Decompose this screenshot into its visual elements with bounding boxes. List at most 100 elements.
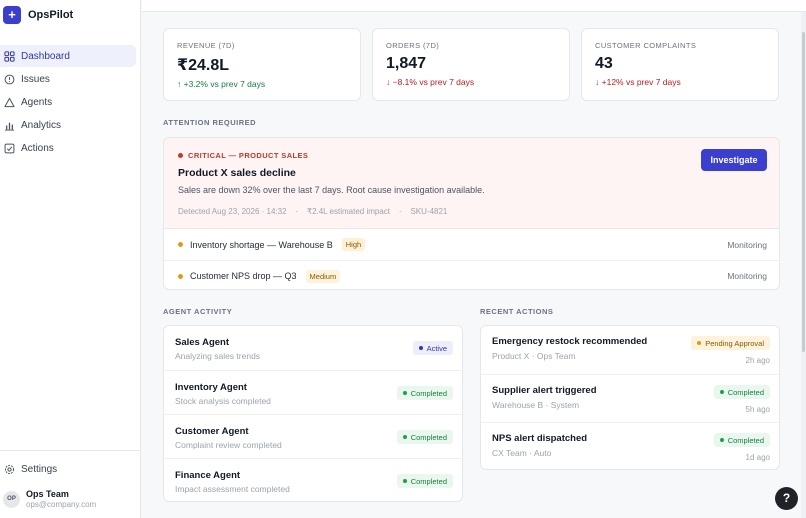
agent-description: Analyzing sales trends — [175, 351, 261, 361]
metric-delta: ↓ +12% vs prev 7 days — [595, 77, 765, 87]
status-badge: Completed — [713, 433, 770, 447]
brand[interactable]: + OpsPilot — [3, 6, 73, 24]
attention-item-text: Customer NPS drop — Q3 — [190, 271, 297, 281]
list-item[interactable]: NPS alert dispatched CX Team · Auto Comp… — [481, 422, 781, 470]
user-profile[interactable]: OP Ops Team ops@company.com — [3, 489, 96, 509]
settings-link[interactable]: Settings — [4, 464, 57, 475]
status-dot-icon — [719, 390, 724, 394]
severity-badge: High — [341, 238, 366, 251]
severity-badge: Medium — [305, 269, 341, 283]
agent-name: Inventory Agent — [175, 382, 247, 393]
status-text: Active — [426, 343, 447, 353]
scrollbar[interactable] — [801, 12, 806, 518]
help-button[interactable]: ? — [775, 487, 798, 510]
list-item[interactable]: Finance Agent Impact assessment complete… — [164, 458, 464, 502]
status-text: Completed — [727, 387, 764, 397]
recent-actions-section-label: RECENT ACTIONS — [480, 307, 554, 316]
recent-actions-card: Emergency restock recommended Product X … — [480, 325, 781, 470]
status-badge: Active — [412, 341, 453, 355]
attention-item-status: Monitoring — [727, 271, 767, 281]
attention-item[interactable]: Customer NPS drop — Q3 Medium Monitoring — [164, 260, 779, 289]
agent-description: Impact assessment completed — [175, 484, 290, 494]
status-dot-icon — [719, 438, 724, 442]
sidebar-footer: Settings OP Ops Team ops@company.com — [0, 450, 141, 509]
status-dot-icon — [402, 435, 407, 439]
metric-delta-text: −8.1% vs prev 7 days — [392, 77, 475, 87]
metric-label: REVENUE (7D) — [177, 41, 235, 50]
status-dot-icon — [418, 346, 423, 350]
agent-description: Complaint review completed — [175, 440, 282, 450]
list-item[interactable]: Customer Agent Complaint review complete… — [164, 414, 464, 458]
metric-label: CUSTOMER COMPLAINTS — [595, 41, 697, 50]
investigate-button[interactable]: Investigate — [701, 149, 767, 171]
metric-delta-text: +12% vs prev 7 days — [601, 77, 681, 87]
user-name: Ops Team — [26, 489, 69, 499]
triangle-icon — [4, 97, 15, 108]
scrollbar-thumb[interactable] — [802, 32, 805, 352]
warning-dot-icon — [178, 273, 183, 279]
status-badge: Completed — [396, 474, 453, 488]
sidebar-item-label: Actions — [21, 142, 54, 154]
attention-item[interactable]: Inventory shortage — Warehouse B High Mo… — [164, 229, 779, 260]
metric-value: 1,847 — [386, 55, 427, 72]
critical-description: Sales are down 32% over the last 7 days.… — [178, 185, 485, 195]
warning-dot-icon — [178, 242, 183, 247]
list-item[interactable]: Emergency restock recommended Product X … — [481, 326, 781, 374]
list-item[interactable]: Inventory Agent Stock analysis completed… — [164, 370, 464, 414]
action-title: Supplier alert triggered — [492, 385, 597, 396]
avatar: OP — [3, 490, 20, 508]
status-text: Pending Approval — [705, 338, 764, 348]
agent-name: Finance Agent — [175, 470, 241, 481]
critical-tag-text: CRITICAL — PRODUCT SALES — [188, 151, 309, 160]
sidebar: + OpsPilot Dashboard Issues Agents Ana — [0, 0, 141, 518]
action-title: Emergency restock recommended — [492, 336, 648, 347]
status-text: Completed — [410, 476, 447, 486]
agent-activity-card: Sales Agent Analyzing sales trends Activ… — [163, 325, 464, 502]
action-title: NPS alert dispatched — [492, 433, 588, 444]
timestamp: 5h ago — [745, 405, 770, 414]
status-dot-icon — [402, 479, 407, 483]
alert-circle-icon — [4, 74, 15, 85]
sidebar-item-dashboard[interactable]: Dashboard — [0, 45, 136, 67]
list-item[interactable]: Sales Agent Analyzing sales trends Activ… — [164, 326, 464, 370]
timestamp: 1d ago — [745, 453, 770, 462]
sidebar-nav: Dashboard Issues Agents Analytics Action… — [0, 45, 136, 160]
metric-card-revenue: REVENUE (7D) ₹24.8L ↑ +3.2% vs prev 7 da… — [163, 28, 361, 101]
gear-icon — [4, 464, 15, 475]
metric-card-complaints: CUSTOMER COMPLAINTS 43 ↓ +12% vs prev 7 … — [581, 28, 779, 101]
sidebar-item-agents[interactable]: Agents — [0, 91, 136, 113]
status-dot-icon — [697, 341, 702, 345]
attention-card: CRITICAL — PRODUCT SALES Product X sales… — [163, 137, 780, 290]
arrow-down-icon: ↓ — [595, 77, 600, 87]
sidebar-item-actions[interactable]: Actions — [0, 137, 136, 159]
arrow-up-icon: ↑ — [177, 79, 182, 89]
sidebar-item-label: Analytics — [21, 119, 62, 131]
sidebar-item-analytics[interactable]: Analytics — [0, 114, 136, 136]
metric-delta-text: +3.2% vs prev 7 days — [183, 79, 266, 89]
critical-alert: CRITICAL — PRODUCT SALES Product X sales… — [164, 138, 779, 229]
critical-meta: Detected Aug 23, 2026 · 14:32 · ₹2.4L es… — [178, 207, 448, 216]
user-email: ops@company.com — [26, 500, 97, 509]
list-item[interactable]: Supplier alert triggered Warehouse B · S… — [481, 374, 781, 422]
attention-item-text: Inventory shortage — Warehouse B — [190, 239, 333, 250]
sidebar-item-label: Issues — [21, 73, 50, 85]
status-text: Completed — [410, 388, 447, 398]
attention-section-label: ATTENTION REQUIRED — [163, 118, 257, 127]
critical-dot-icon — [178, 153, 183, 158]
top-bar — [142, 0, 806, 12]
action-subtitle: Warehouse B · System — [492, 400, 580, 410]
status-dot-icon — [402, 391, 407, 395]
status-badge: Pending Approval — [691, 336, 770, 350]
action-subtitle: Product X · Ops Team — [492, 351, 576, 361]
metric-delta: ↓ −8.1% vs prev 7 days — [386, 77, 556, 87]
brand-name: OpsPilot — [28, 9, 74, 21]
sidebar-item-label: Dashboard — [21, 50, 70, 62]
attention-item-status: Monitoring — [727, 239, 767, 250]
agent-description: Stock analysis completed — [175, 396, 271, 406]
checkbox-icon — [4, 143, 15, 154]
sidebar-item-issues[interactable]: Issues — [0, 68, 136, 90]
status-text: Completed — [410, 432, 447, 442]
sidebar-item-label: Agents — [21, 96, 53, 108]
status-badge: Completed — [396, 430, 453, 444]
critical-title: Product X sales decline — [178, 167, 296, 179]
